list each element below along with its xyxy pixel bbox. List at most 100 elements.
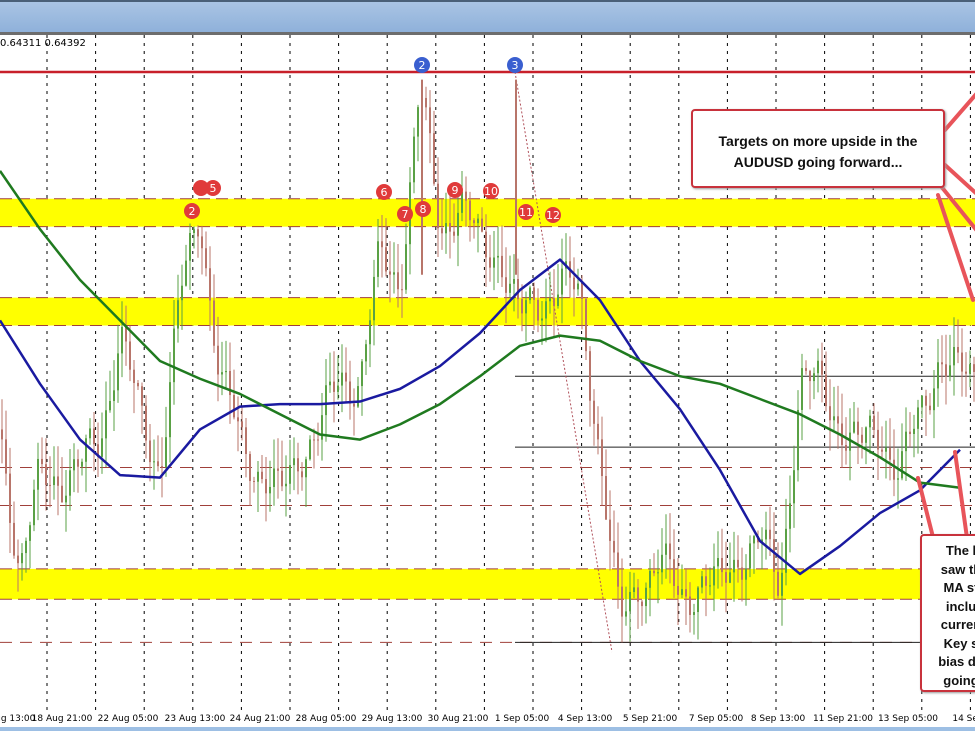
candle-body — [905, 431, 907, 452]
candle-body — [681, 589, 683, 595]
candle-body — [761, 539, 763, 543]
x-tick-label: 18 Aug 21:00 — [31, 714, 93, 724]
candle-body — [725, 572, 727, 583]
candle-body — [77, 459, 79, 467]
candle-body — [837, 416, 839, 424]
candle-body — [25, 540, 27, 554]
annotation-arrow — [936, 193, 975, 302]
candle-body — [785, 528, 787, 573]
candle-body — [249, 453, 251, 481]
candle-body — [957, 347, 959, 353]
candle-body — [921, 395, 923, 408]
zone-test-marker — [205, 180, 221, 196]
candle-body — [925, 395, 927, 406]
x-tick-label: 8 Sep 13:00 — [750, 714, 806, 724]
candle-body — [93, 428, 95, 445]
candle-body — [909, 431, 911, 435]
swing-high-marker-label: 3 — [512, 59, 519, 72]
candle-body — [349, 381, 351, 404]
candle-body — [401, 289, 403, 291]
candle-body — [561, 268, 563, 295]
candle-body — [885, 447, 887, 452]
candle-body — [333, 381, 335, 392]
candle-body — [113, 390, 115, 401]
candle-body — [181, 285, 183, 301]
candle-body — [809, 370, 811, 382]
candle-body — [733, 559, 735, 573]
candle-body — [717, 558, 719, 567]
x-tick-label: 14 Sep — [952, 714, 975, 724]
candle-body — [517, 279, 519, 300]
candle-body — [381, 241, 383, 248]
candle-body — [329, 381, 331, 386]
x-tick-label: 24 Aug 21:00 — [229, 714, 291, 724]
ma-note: The l saw th MA st inclu curren Key s bi… — [920, 534, 975, 692]
candle-body — [309, 439, 311, 460]
candle-body — [573, 277, 575, 290]
x-tick-label: 5 Sep 21:00 — [622, 714, 678, 724]
candle-body — [853, 421, 855, 433]
candle-body — [41, 458, 43, 465]
candle-body — [297, 458, 299, 472]
x-tick-label: 7 Sep 05:00 — [688, 714, 744, 724]
candle-body — [669, 543, 671, 560]
candle-body — [285, 483, 287, 487]
candle-body — [553, 298, 555, 306]
candle-body — [813, 373, 815, 382]
candle-body — [169, 382, 171, 438]
candle-body — [429, 107, 431, 134]
candle-body — [361, 361, 363, 387]
candle-body — [109, 400, 111, 411]
candle-body — [325, 385, 327, 416]
candle-body — [417, 107, 419, 137]
candle-body — [341, 372, 343, 386]
candle-body — [101, 438, 103, 457]
candle-body — [469, 200, 471, 221]
candle-body — [665, 543, 667, 555]
candle-body — [73, 459, 75, 471]
candle-body — [377, 241, 379, 277]
candle-body — [829, 406, 831, 421]
candle-body — [745, 568, 747, 580]
candle-body — [917, 407, 919, 429]
ma-note-line: curren — [940, 617, 975, 632]
candle-body — [645, 587, 647, 607]
candle-body — [37, 458, 39, 490]
candle-body — [209, 268, 211, 301]
zone-test-marker — [415, 201, 431, 217]
candle-body — [521, 299, 523, 314]
bid-ask-quote: 0.64311 0.64392 — [0, 38, 86, 49]
candle-body — [873, 415, 875, 430]
annotation-arrow — [916, 476, 937, 547]
candle-body — [777, 571, 779, 596]
candle-body — [29, 525, 31, 541]
upside-targets-note: Targets on more upside in the AUDUSD goi… — [691, 109, 945, 188]
zone-test-marker-label: 7 — [402, 208, 409, 221]
candle-body — [157, 461, 159, 467]
candle-body — [289, 465, 291, 484]
candle-body — [593, 400, 595, 424]
candle-body — [605, 476, 607, 520]
candle-body — [89, 428, 91, 439]
candle-body — [509, 283, 511, 293]
candle-body — [345, 372, 347, 382]
annotation-arrow — [943, 163, 975, 195]
candle-body — [589, 351, 591, 401]
candle-body — [857, 421, 859, 435]
candle-body — [541, 318, 543, 321]
candle-body — [709, 585, 711, 587]
candle-body — [609, 519, 611, 541]
candle-body — [49, 484, 51, 486]
candle-body — [137, 382, 139, 387]
zone-test-marker — [397, 206, 413, 222]
candle-body — [913, 428, 915, 435]
zone-test-marker — [483, 183, 499, 199]
candle-body — [753, 536, 755, 544]
candle-body — [465, 191, 467, 201]
candle-body — [473, 220, 475, 224]
candle-body — [301, 471, 303, 478]
candle-body — [545, 301, 547, 319]
x-tick-label: 29 Aug 13:00 — [361, 714, 423, 724]
candle-body — [373, 276, 375, 321]
candle-body — [45, 464, 47, 485]
